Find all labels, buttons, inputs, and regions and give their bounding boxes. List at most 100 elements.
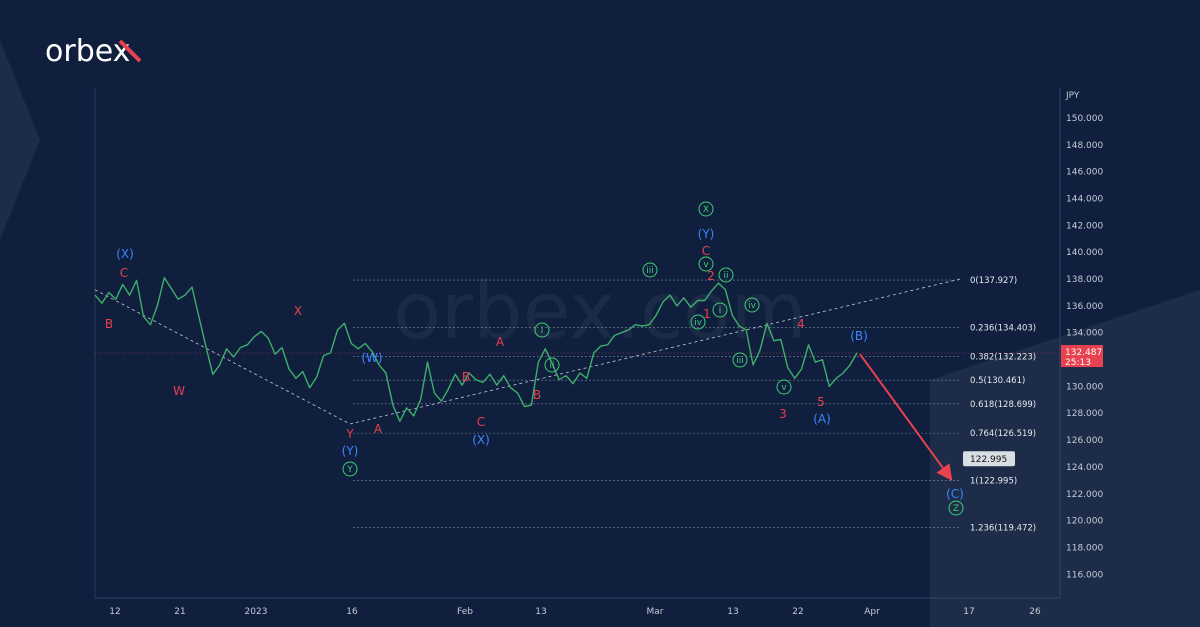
- trendline-rising: [349, 278, 961, 425]
- wave-label-green-circle: [698, 256, 714, 272]
- wave-label-green: X: [703, 205, 709, 215]
- wave-label-green-circle: [534, 322, 550, 338]
- wave-label-green: v: [703, 260, 709, 270]
- fib-level-label: 0.5(130.461): [970, 376, 1025, 386]
- wave-label-green: v: [781, 383, 787, 393]
- orbex-logo: orbex: [45, 34, 130, 69]
- wave-label-blue: (X): [116, 247, 134, 261]
- wave-label-red: W: [173, 384, 185, 398]
- fib-level-label: 0.764(126.519): [970, 429, 1036, 439]
- y-tick-label: 128.000: [1066, 409, 1103, 419]
- wave-label-red: B: [462, 370, 470, 384]
- x-tick-label: 22: [792, 607, 803, 617]
- wave-label-green: Y: [346, 465, 353, 475]
- svg-text:122.995: 122.995: [970, 455, 1007, 465]
- projection-arrow: [859, 353, 953, 481]
- wave-label-red: 2: [707, 269, 715, 283]
- wave-label-green-circle: [342, 461, 358, 477]
- wave-label-green-circle: [744, 297, 760, 313]
- wave-label-green-circle: [642, 262, 658, 278]
- x-tick-label: 16: [346, 607, 358, 617]
- wave-label-red: C: [120, 266, 128, 280]
- y-tick-label: 118.000: [1066, 543, 1103, 553]
- x-tick-label: 2023: [245, 607, 268, 617]
- wave-label-green-circle: [948, 500, 964, 516]
- watermark: orbex.com: [393, 267, 806, 357]
- wave-label-green: Z: [953, 504, 959, 514]
- svg-text:132.487: 132.487: [1065, 348, 1102, 358]
- y-tick-label: 124.000: [1066, 463, 1103, 473]
- wave-label-blue: (Y): [342, 444, 359, 458]
- wave-label-red: A: [374, 422, 383, 436]
- current-price-tag: 132.487 25:13: [1061, 345, 1103, 368]
- y-axis-unit: JPY: [1065, 91, 1080, 101]
- fib-level-label: 0.618(128.699): [970, 400, 1036, 410]
- fib-level-label: 0.382(132.223): [970, 353, 1036, 363]
- y-tick-label: 148.000: [1066, 141, 1103, 151]
- wave-label-green: iv: [694, 318, 703, 328]
- wave-label-blue: (Y): [698, 227, 715, 241]
- x-tick-label: 13: [535, 607, 546, 617]
- wave-label-green: iv: [748, 301, 757, 311]
- y-tick-label: 142.000: [1066, 221, 1103, 231]
- y-tick-label: 140.000: [1066, 248, 1103, 258]
- fib-level-label: 1(122.995): [970, 476, 1017, 486]
- fib-level-label: 0.236(134.403): [970, 323, 1036, 333]
- target-price-label: 122.995: [963, 451, 1015, 467]
- wave-label-red: 3: [779, 407, 787, 421]
- fib-level-label: 1.236(119.472): [970, 524, 1036, 534]
- wave-label-blue: (C): [946, 487, 964, 501]
- wave-label-blue: (W): [361, 351, 382, 365]
- wave-label-green: i: [541, 326, 544, 336]
- wave-label-green-circle: [732, 352, 748, 368]
- x-tick-label: Feb: [457, 607, 473, 617]
- logo-x-mark: [118, 39, 142, 63]
- wave-label-green-circle: [690, 314, 706, 330]
- wave-label-red: 4: [797, 317, 805, 331]
- wave-label-red: B: [533, 388, 541, 402]
- y-tick-label: 120.000: [1066, 517, 1103, 527]
- x-tick-label: Mar: [647, 607, 664, 617]
- wave-label-red: 5: [817, 395, 825, 409]
- x-tick-label: 12: [109, 607, 120, 617]
- wave-label-green: iii: [736, 356, 744, 366]
- y-tick-label: 150.000: [1066, 114, 1103, 124]
- y-tick-label: 136.000: [1066, 302, 1103, 312]
- y-tick-label: 134.000: [1066, 329, 1103, 339]
- series-line: [94, 277, 858, 422]
- wave-label-red: C: [702, 244, 710, 258]
- svg-text:25:13: 25:13: [1065, 358, 1091, 368]
- x-tick-label: 13: [727, 607, 738, 617]
- y-tick-label: 116.000: [1066, 570, 1103, 580]
- wave-label-green: i: [719, 306, 722, 316]
- wave-label-green-circle: [698, 201, 714, 217]
- fibonacci-levels: 0(137.927) 0.236(134.403) 0.382(132.223) 0.…: [353, 276, 1036, 534]
- wave-label-green-circle: [544, 357, 560, 373]
- x-tick-label: 21: [174, 607, 185, 617]
- y-tick-label: 146.000: [1066, 168, 1103, 178]
- wave-label-blue: (X): [472, 433, 490, 447]
- wave-label-red: Y: [345, 427, 354, 441]
- x-tick-label: Apr: [864, 607, 880, 617]
- wave-label-green: ii: [723, 271, 728, 281]
- wave-label-red: X: [294, 304, 302, 318]
- y-tick-label: 144.000: [1066, 195, 1103, 205]
- wave-label-blue: (B): [850, 329, 868, 343]
- x-axis-ticks: 12 21 2023 16 Feb 13 Mar 13 22 Apr 17 26: [109, 607, 1041, 617]
- wave-label-green-circle: [718, 267, 734, 283]
- wave-label-green: iii: [646, 266, 654, 276]
- wave-label-green-circle: [712, 302, 728, 318]
- wave-label-red: C: [477, 415, 485, 429]
- x-tick-label: 26: [1029, 607, 1041, 617]
- wave-labels: C B W X Y A B C A B C 2 1 4 3 5 (X) (W) (Y) (X) (Y) (B) (A) (C)…: [105, 201, 964, 516]
- x-tick-label: 17: [963, 607, 974, 617]
- y-tick-label: 138.000: [1066, 275, 1103, 285]
- y-tick-label: 130.000: [1066, 382, 1103, 392]
- wave-label-blue: (A): [813, 412, 831, 426]
- fib-level-label: 0(137.927): [970, 276, 1017, 286]
- y-tick-label: 126.000: [1066, 436, 1103, 446]
- y-tick-label: 122.000: [1066, 490, 1103, 500]
- background-decoration: [0, 40, 1200, 627]
